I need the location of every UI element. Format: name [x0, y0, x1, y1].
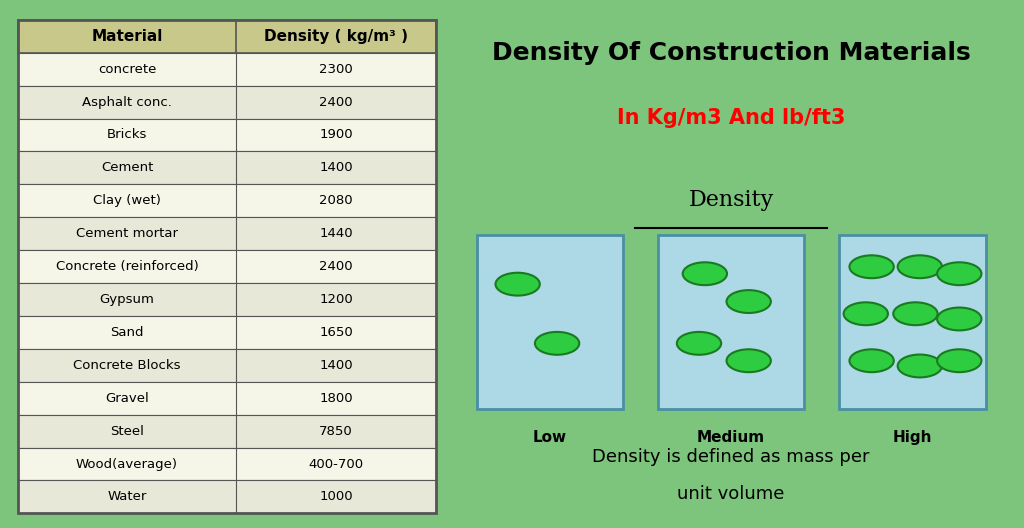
FancyBboxPatch shape: [18, 250, 436, 283]
Text: 1200: 1200: [319, 293, 353, 306]
Text: 1650: 1650: [319, 326, 353, 339]
FancyBboxPatch shape: [18, 152, 436, 184]
FancyBboxPatch shape: [840, 235, 985, 410]
Text: 2080: 2080: [319, 194, 353, 208]
Text: Gypsum: Gypsum: [99, 293, 155, 306]
Text: Steel: Steel: [110, 425, 144, 438]
Circle shape: [937, 262, 981, 285]
FancyBboxPatch shape: [18, 217, 436, 250]
FancyBboxPatch shape: [18, 382, 436, 414]
Text: Cement mortar: Cement mortar: [76, 227, 178, 240]
Text: Asphalt conc.: Asphalt conc.: [82, 96, 172, 109]
Circle shape: [898, 354, 942, 378]
Circle shape: [683, 262, 727, 285]
FancyBboxPatch shape: [18, 184, 436, 217]
Text: Gravel: Gravel: [105, 392, 148, 405]
Text: unit volume: unit volume: [678, 485, 784, 503]
Text: Density: Density: [688, 188, 774, 211]
Text: 1440: 1440: [319, 227, 353, 240]
Text: 7850: 7850: [319, 425, 353, 438]
Circle shape: [844, 303, 888, 325]
Text: Clay (wet): Clay (wet): [93, 194, 161, 208]
Text: Water: Water: [108, 491, 146, 503]
Circle shape: [937, 307, 981, 331]
Text: 1900: 1900: [319, 128, 353, 142]
Text: 1000: 1000: [319, 491, 353, 503]
FancyBboxPatch shape: [18, 316, 436, 349]
Circle shape: [535, 332, 580, 355]
Text: 1800: 1800: [319, 392, 353, 405]
Text: Concrete Blocks: Concrete Blocks: [74, 359, 181, 372]
FancyBboxPatch shape: [18, 86, 436, 118]
Text: 2400: 2400: [319, 96, 353, 109]
Circle shape: [677, 332, 721, 355]
Text: Low: Low: [532, 430, 567, 445]
FancyBboxPatch shape: [477, 235, 623, 410]
Text: 2400: 2400: [319, 260, 353, 273]
Text: Sand: Sand: [111, 326, 143, 339]
Text: Cement: Cement: [100, 162, 154, 174]
FancyBboxPatch shape: [18, 20, 436, 53]
Circle shape: [850, 350, 894, 372]
Text: 1400: 1400: [319, 359, 353, 372]
FancyBboxPatch shape: [18, 448, 436, 480]
Text: Density Of Construction Materials: Density Of Construction Materials: [492, 41, 971, 64]
Text: Concrete (reinforced): Concrete (reinforced): [55, 260, 199, 273]
Text: Density is defined as mass per: Density is defined as mass per: [593, 448, 870, 466]
FancyBboxPatch shape: [658, 235, 804, 410]
Text: In Kg/m3 And lb/ft3: In Kg/m3 And lb/ft3: [617, 108, 846, 128]
FancyBboxPatch shape: [18, 283, 436, 316]
Circle shape: [726, 350, 771, 372]
FancyBboxPatch shape: [18, 118, 436, 152]
Text: Density ( kg/m³ ): Density ( kg/m³ ): [264, 29, 409, 44]
Circle shape: [898, 256, 942, 278]
Text: 400-700: 400-700: [308, 458, 364, 470]
Text: 2300: 2300: [319, 63, 353, 76]
Circle shape: [893, 303, 938, 325]
FancyBboxPatch shape: [18, 349, 436, 382]
Text: Medium: Medium: [697, 430, 765, 445]
Circle shape: [850, 256, 894, 278]
Text: Wood(average): Wood(average): [76, 458, 178, 470]
Circle shape: [496, 273, 540, 296]
Text: Bricks: Bricks: [106, 128, 147, 142]
Text: 1400: 1400: [319, 162, 353, 174]
FancyBboxPatch shape: [18, 53, 436, 86]
Circle shape: [726, 290, 771, 313]
Text: Material: Material: [91, 29, 163, 44]
Text: concrete: concrete: [98, 63, 157, 76]
Text: High: High: [893, 430, 932, 445]
FancyBboxPatch shape: [18, 480, 436, 513]
Circle shape: [937, 350, 981, 372]
FancyBboxPatch shape: [18, 414, 436, 448]
